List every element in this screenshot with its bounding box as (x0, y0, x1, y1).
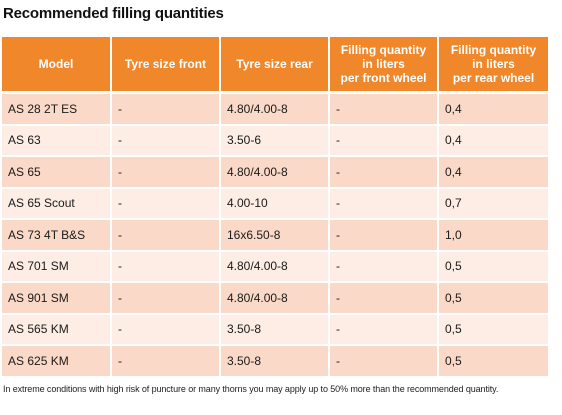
table-row: AS 65 Scout -4.00-10-0,7 (2, 187, 548, 220)
table-row: AS 901 SM -4.80/4.00-8-0,5 (2, 282, 548, 315)
tyre-size-front-cell: - (111, 156, 221, 189)
tyre-size-rear-cell: 4.00-10 (220, 187, 330, 220)
front-wheel-quantity-cell: - (329, 92, 439, 126)
tyre-size-rear-cell: 4.80/4.00-8 (220, 92, 330, 126)
rear-wheel-quantity-cell: 0,4 (438, 92, 548, 126)
table-row: AS 63-3.50-6-0,4 (2, 124, 548, 157)
table-header-row: Model Tyre size front Tyre size rear Fil… (2, 37, 548, 94)
column-header-tyre-size-front: Tyre size front (111, 37, 221, 94)
table-row: AS 73 4T B&S -16x6.50-8-1,0 (2, 219, 548, 252)
tyre-size-rear-cell: 3.50-6 (220, 124, 330, 157)
model-cell: AS 701 SM (2, 250, 112, 283)
model-cell: AS 28 2T ES (2, 92, 112, 126)
table-row: AS 28 2T ES -4.80/4.00-8-0,4 (2, 92, 548, 126)
tyre-size-rear-cell: 16x6.50-8 (220, 219, 330, 252)
tyre-size-rear-cell: 3.50-8 (220, 345, 330, 378)
front-wheel-quantity-cell: - (329, 282, 439, 315)
tyre-size-rear-cell: 3.50-8 (220, 313, 330, 346)
tyre-size-rear-cell: 4.80/4.00-8 (220, 282, 330, 315)
front-wheel-quantity-cell: - (329, 219, 439, 252)
column-header-front-wheel-quantity: Filling quantity in liters per front wheel (329, 37, 439, 94)
front-wheel-quantity-cell: - (329, 156, 439, 189)
tyre-size-front-cell: - (111, 313, 221, 346)
rear-wheel-quantity-cell: 0,5 (438, 282, 548, 315)
rear-wheel-quantity-cell: 1,0 (438, 219, 548, 252)
tyre-size-rear-cell: 4.80/4.00-8 (220, 250, 330, 283)
column-header-rear-wheel-quantity: Filling quantity in liters per rear wheel (438, 37, 548, 94)
model-cell: AS 65 (2, 156, 112, 189)
front-wheel-quantity-cell: - (329, 313, 439, 346)
rear-wheel-quantity-cell: 0,7 (438, 187, 548, 220)
tyre-size-rear-cell: 4.80/4.00-8 (220, 156, 330, 189)
rear-wheel-quantity-cell: 0,5 (438, 345, 548, 378)
table-row: AS 625 KM -3.50-8-0,5 (2, 345, 548, 378)
footnote: In extreme conditions with high risk of … (3, 384, 499, 394)
tyre-size-front-cell: - (111, 282, 221, 315)
front-wheel-quantity-cell: - (329, 124, 439, 157)
model-cell: AS 565 KM (2, 313, 112, 346)
rear-wheel-quantity-cell: 0,4 (438, 156, 548, 189)
model-cell: AS 901 SM (2, 282, 112, 315)
rear-wheel-quantity-cell: 0,5 (438, 250, 548, 283)
tyre-size-front-cell: - (111, 124, 221, 157)
page-title: Recommended filling quantities (3, 5, 224, 22)
filling-quantities-table: Model Tyre size front Tyre size rear Fil… (2, 37, 548, 378)
front-wheel-quantity-cell: - (329, 187, 439, 220)
model-cell: AS 625 KM (2, 345, 112, 378)
tyre-size-front-cell: - (111, 250, 221, 283)
tyre-size-front-cell: - (111, 92, 221, 126)
front-wheel-quantity-cell: - (329, 345, 439, 378)
tyre-size-front-cell: - (111, 219, 221, 252)
model-cell: AS 63 (2, 124, 112, 157)
rear-wheel-quantity-cell: 0,4 (438, 124, 548, 157)
model-cell: AS 65 Scout (2, 187, 112, 220)
tyre-size-front-cell: - (111, 187, 221, 220)
table-body: AS 28 2T ES -4.80/4.00-8-0,4 AS 63-3.50-6-… (2, 92, 548, 378)
table-row: AS 65-4.80/4.00-8-0,4 (2, 156, 548, 189)
table-row: AS 565 KM -3.50-8-0,5 (2, 313, 548, 346)
model-cell: AS 73 4T B&S (2, 219, 112, 252)
front-wheel-quantity-cell: - (329, 250, 439, 283)
rear-wheel-quantity-cell: 0,5 (438, 313, 548, 346)
column-header-model: Model (2, 37, 112, 94)
tyre-size-front-cell: - (111, 345, 221, 378)
table-row: AS 701 SM -4.80/4.00-8-0,5 (2, 250, 548, 283)
column-header-tyre-size-rear: Tyre size rear (220, 37, 330, 94)
